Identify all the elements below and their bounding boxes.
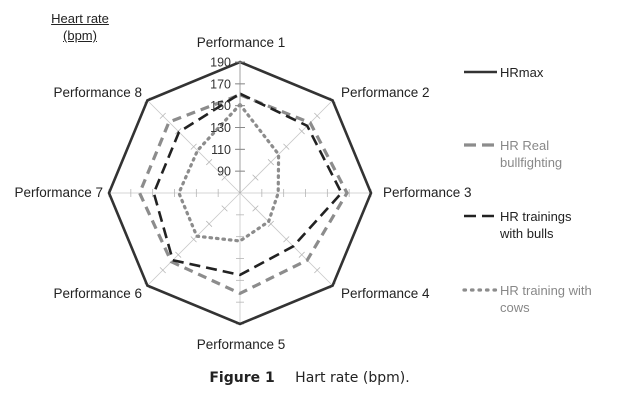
spoke-tick (283, 236, 290, 243)
spoke-tick (159, 112, 166, 119)
legend-label: HRmax (500, 65, 544, 80)
legend-label: with bulls (499, 226, 554, 241)
spoke-tick (298, 251, 305, 258)
category-label: Performance 1 (197, 35, 286, 50)
category-label: Performance 7 (14, 185, 103, 200)
radar-series (107, 60, 373, 326)
spoke-tick (221, 174, 228, 181)
category-labels: Performance 1 Performance 2 Performance 3 P… (14, 35, 471, 352)
radial-tick-label: 110 (211, 143, 231, 157)
radial-tick-label: 170 (210, 77, 231, 91)
legend-label: HR trainings (500, 209, 572, 224)
spoke-tick (267, 159, 274, 166)
spoke-tick (314, 267, 321, 274)
figure-caption: Figure 1 Hart rate (bpm). (0, 370, 619, 386)
category-label: Performance 8 (53, 85, 142, 100)
series-4-polygon (177, 102, 281, 243)
spoke-tick (252, 205, 259, 212)
y-axis-title-line1: Heart rate (51, 11, 109, 26)
radar-grid (108, 61, 372, 325)
spoke-tick (252, 174, 259, 181)
legend-label: cows (500, 300, 530, 315)
radial-tick-label: 130 (210, 121, 231, 135)
legend-label: HR training with (500, 283, 592, 298)
legend: HRmax HR Real bullfighting HR trainings with… (462, 65, 592, 315)
category-label: Performance 5 (197, 337, 286, 352)
series-2-polygon (137, 93, 349, 296)
spoke-tick (206, 220, 213, 227)
spoke-tick (283, 143, 290, 150)
caption-number: Figure 1 (209, 370, 275, 386)
spoke-tick (190, 236, 197, 243)
spoke-tick (221, 205, 228, 212)
spoke-tick (159, 267, 166, 274)
spoke-tick (206, 159, 213, 166)
y-axis-title-line2: (bpm) (63, 28, 97, 43)
series-3-polygon (152, 92, 344, 277)
legend-label: HR Real (500, 138, 549, 153)
legend-label: bullfighting (500, 155, 562, 170)
radial-tick-label: 190 (210, 56, 231, 70)
spoke-tick (298, 128, 305, 135)
category-label: Performance 4 (341, 286, 430, 301)
spoke-tick (314, 112, 321, 119)
caption-text: Hart rate (bpm). (295, 370, 410, 386)
radial-tick-label: 150 (210, 99, 231, 113)
spoke-tick (267, 220, 274, 227)
spoke-tick (190, 143, 197, 150)
radial-axis: 90 110 130 150 170 190 (210, 56, 245, 193)
category-label: Performance 2 (341, 85, 430, 100)
radial-tick-label: 90 (217, 165, 231, 179)
spoke-tick (175, 251, 182, 258)
series-1-polygon (107, 60, 373, 326)
category-label: Performance 6 (53, 286, 142, 301)
category-label: Performance 3 (383, 185, 472, 200)
